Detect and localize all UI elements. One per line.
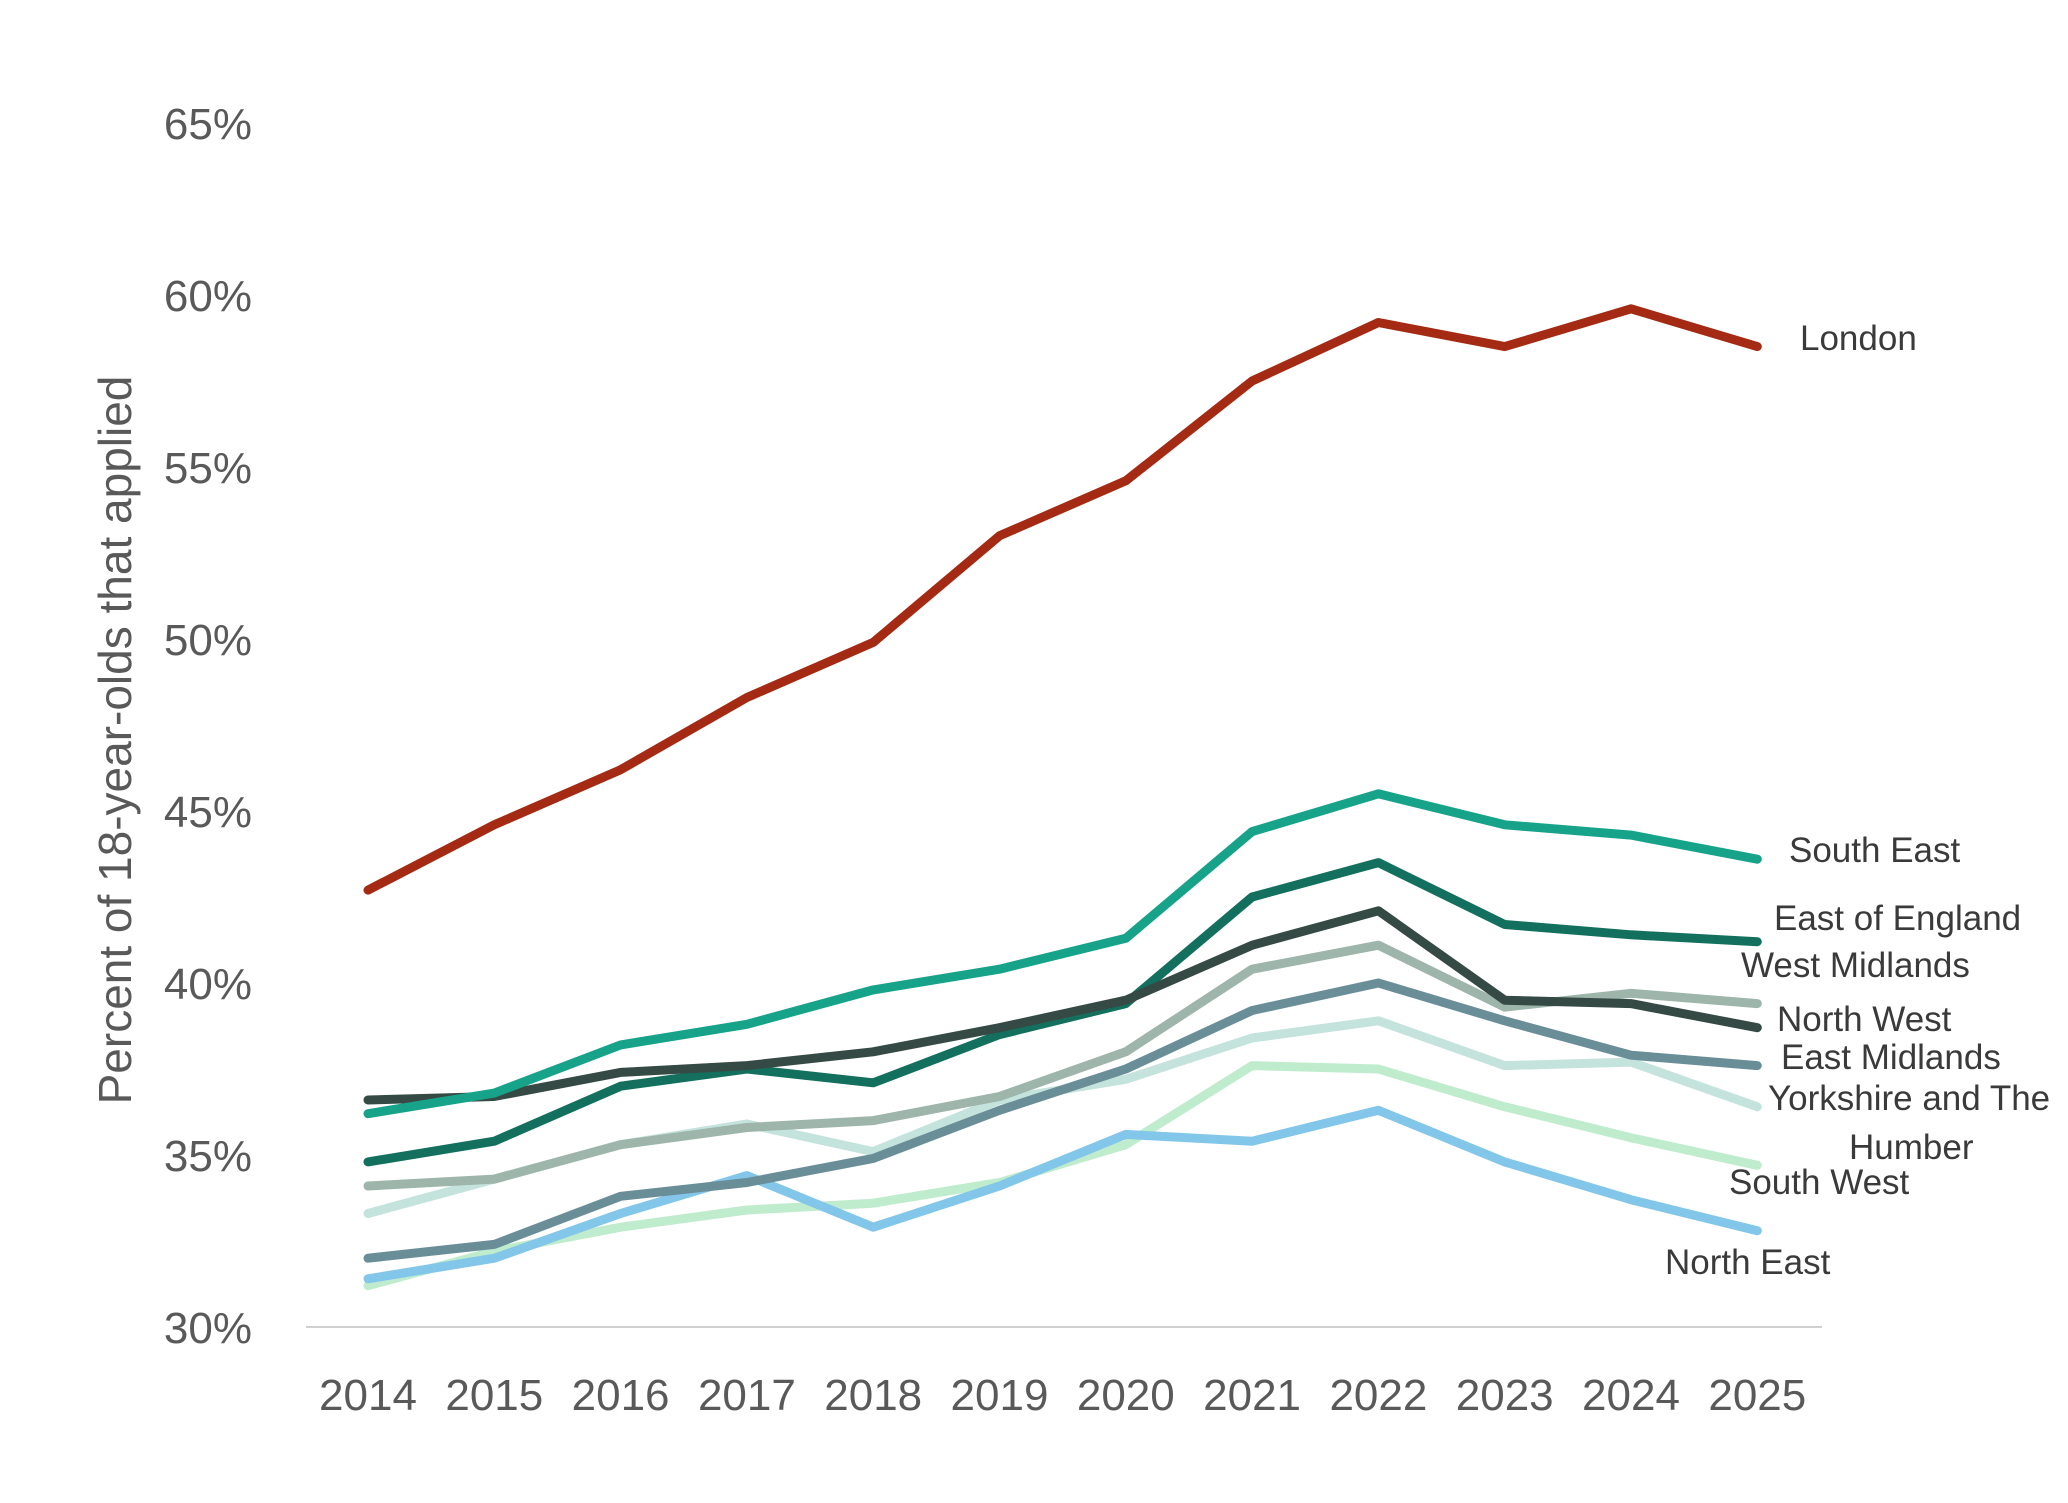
series-line-east-of-england — [363, 858, 1762, 1167]
y-tick-label: 65% — [164, 100, 252, 149]
x-tick-label: 2015 — [445, 1371, 543, 1420]
series-label-yorkshire-and-the-humber: Yorkshire and The — [1768, 1079, 2050, 1118]
series-label-west-midlands: West Midlands — [1741, 946, 1970, 985]
x-tick-label: 2017 — [698, 1371, 796, 1420]
y-tick-label: 60% — [164, 272, 252, 321]
series-label-london: London — [1800, 319, 1917, 358]
y-axis-label: Percent of 18-year-olds that applied — [89, 376, 141, 1105]
y-tick-label: 40% — [164, 960, 252, 1009]
x-tick-label: 2018 — [824, 1371, 922, 1420]
series-line-north-west — [363, 906, 1762, 1105]
series-label-yorkshire-and-the-humber: Humber — [1849, 1128, 1974, 1167]
x-tick-label: 2024 — [1582, 1371, 1680, 1420]
x-tick-label: 2019 — [951, 1371, 1049, 1420]
y-tick-label: 45% — [164, 788, 252, 837]
series-label-north-west: North West — [1777, 1000, 1952, 1039]
series-line-east-midlands — [363, 978, 1762, 1263]
series-labels: London South East East of England West Midl… — [1665, 319, 2050, 1282]
x-tick-label: 2022 — [1329, 1371, 1427, 1420]
series-label-south-east: South East — [1789, 831, 1960, 870]
x-tick-label: 2016 — [572, 1371, 670, 1420]
series-line-london — [363, 304, 1762, 895]
x-axis-ticks: 2014 2015 2016 2017 2018 2019 2020 2021 2022 2023… — [319, 1371, 1806, 1420]
y-tick-label: 35% — [164, 1132, 252, 1181]
x-tick-label: 2023 — [1456, 1371, 1554, 1420]
series-label-east-midlands: East Midlands — [1781, 1038, 2001, 1077]
y-tick-label: 55% — [164, 444, 252, 493]
x-tick-label: 2025 — [1708, 1371, 1806, 1420]
x-tick-label: 2021 — [1203, 1371, 1301, 1420]
series-line-north-east — [363, 1105, 1762, 1284]
series-label-south-west: South West — [1729, 1163, 1910, 1202]
x-tick-label: 2020 — [1077, 1371, 1175, 1420]
y-axis-ticks: 30% 35% 40% 45% 50% 55% 60% 65% — [164, 100, 252, 1353]
y-tick-label: 30% — [164, 1304, 252, 1353]
x-tick-label: 2014 — [319, 1371, 417, 1420]
series-line-south-east — [363, 789, 1762, 1119]
series-label-east-of-england: East of England — [1774, 899, 2021, 938]
series-label-north-east: North East — [1665, 1243, 1831, 1282]
series-lines — [363, 304, 1762, 1291]
y-tick-label: 50% — [164, 616, 252, 665]
